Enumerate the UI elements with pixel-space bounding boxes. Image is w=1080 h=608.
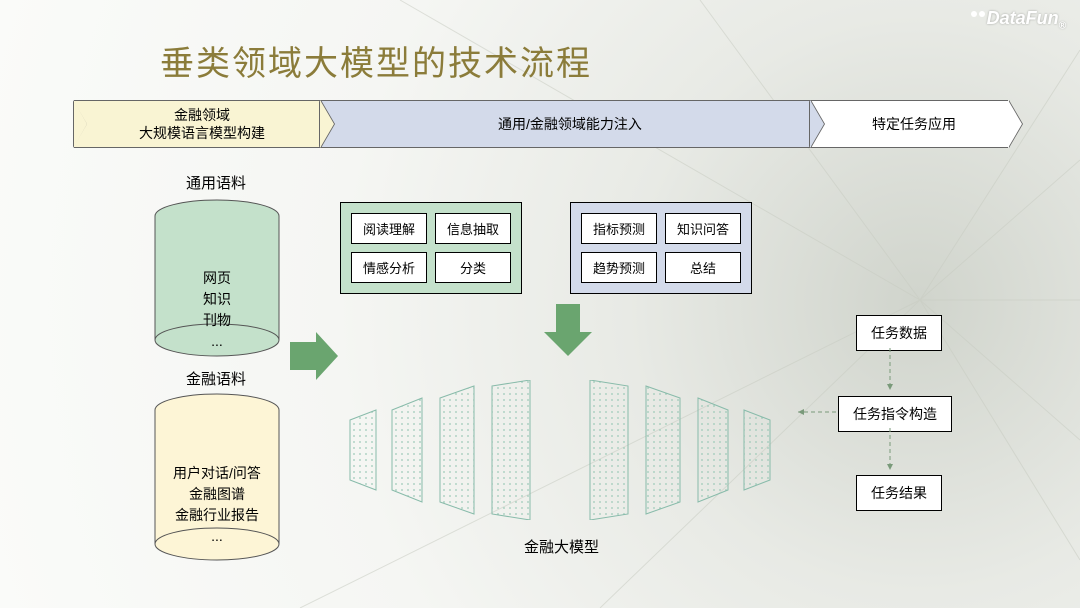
label-finance-corpus: 金融语料 — [186, 368, 246, 389]
page-title: 垂类领域大模型的技术流程 — [160, 36, 592, 85]
label-general-corpus: 通用语料 — [186, 172, 246, 193]
chevron-apply: 特定任务应用 — [810, 100, 1008, 148]
cap-item: 知识问答 — [665, 213, 741, 244]
cap-item: 信息抽取 — [435, 213, 511, 244]
brand-logo: DataFun® — [971, 8, 1066, 32]
arrow-right-icon — [286, 328, 342, 384]
arrow-down-icon — [540, 300, 596, 360]
cap-item: 阅读理解 — [351, 213, 427, 244]
capability-finance: 指标预测 知识问答 趋势预测 总结 — [570, 202, 752, 294]
cap-item: 总结 — [665, 252, 741, 283]
cap-item: 情感分析 — [351, 252, 427, 283]
cylinder-finance: 用户对话/问答 金融图谱 金融行业报告 ... — [152, 392, 282, 562]
label-model: 金融大模型 — [524, 536, 599, 557]
capability-general: 阅读理解 信息抽取 情感分析 分类 — [340, 202, 522, 294]
model-layers — [340, 380, 790, 520]
cap-item: 趋势预测 — [581, 252, 657, 283]
cap-item: 分类 — [435, 252, 511, 283]
chevron-build: 金融领域大规模语言模型构建 — [74, 100, 320, 148]
cap-item: 指标预测 — [581, 213, 657, 244]
chevron-inject: 通用/金融领域能力注入 — [320, 100, 810, 148]
task-connectors — [790, 320, 990, 520]
process-chevrons: 金融领域大规模语言模型构建 通用/金融领域能力注入 特定任务应用 — [74, 100, 1008, 148]
cylinder-general: 网页 知识 刊物 ... — [152, 198, 282, 358]
